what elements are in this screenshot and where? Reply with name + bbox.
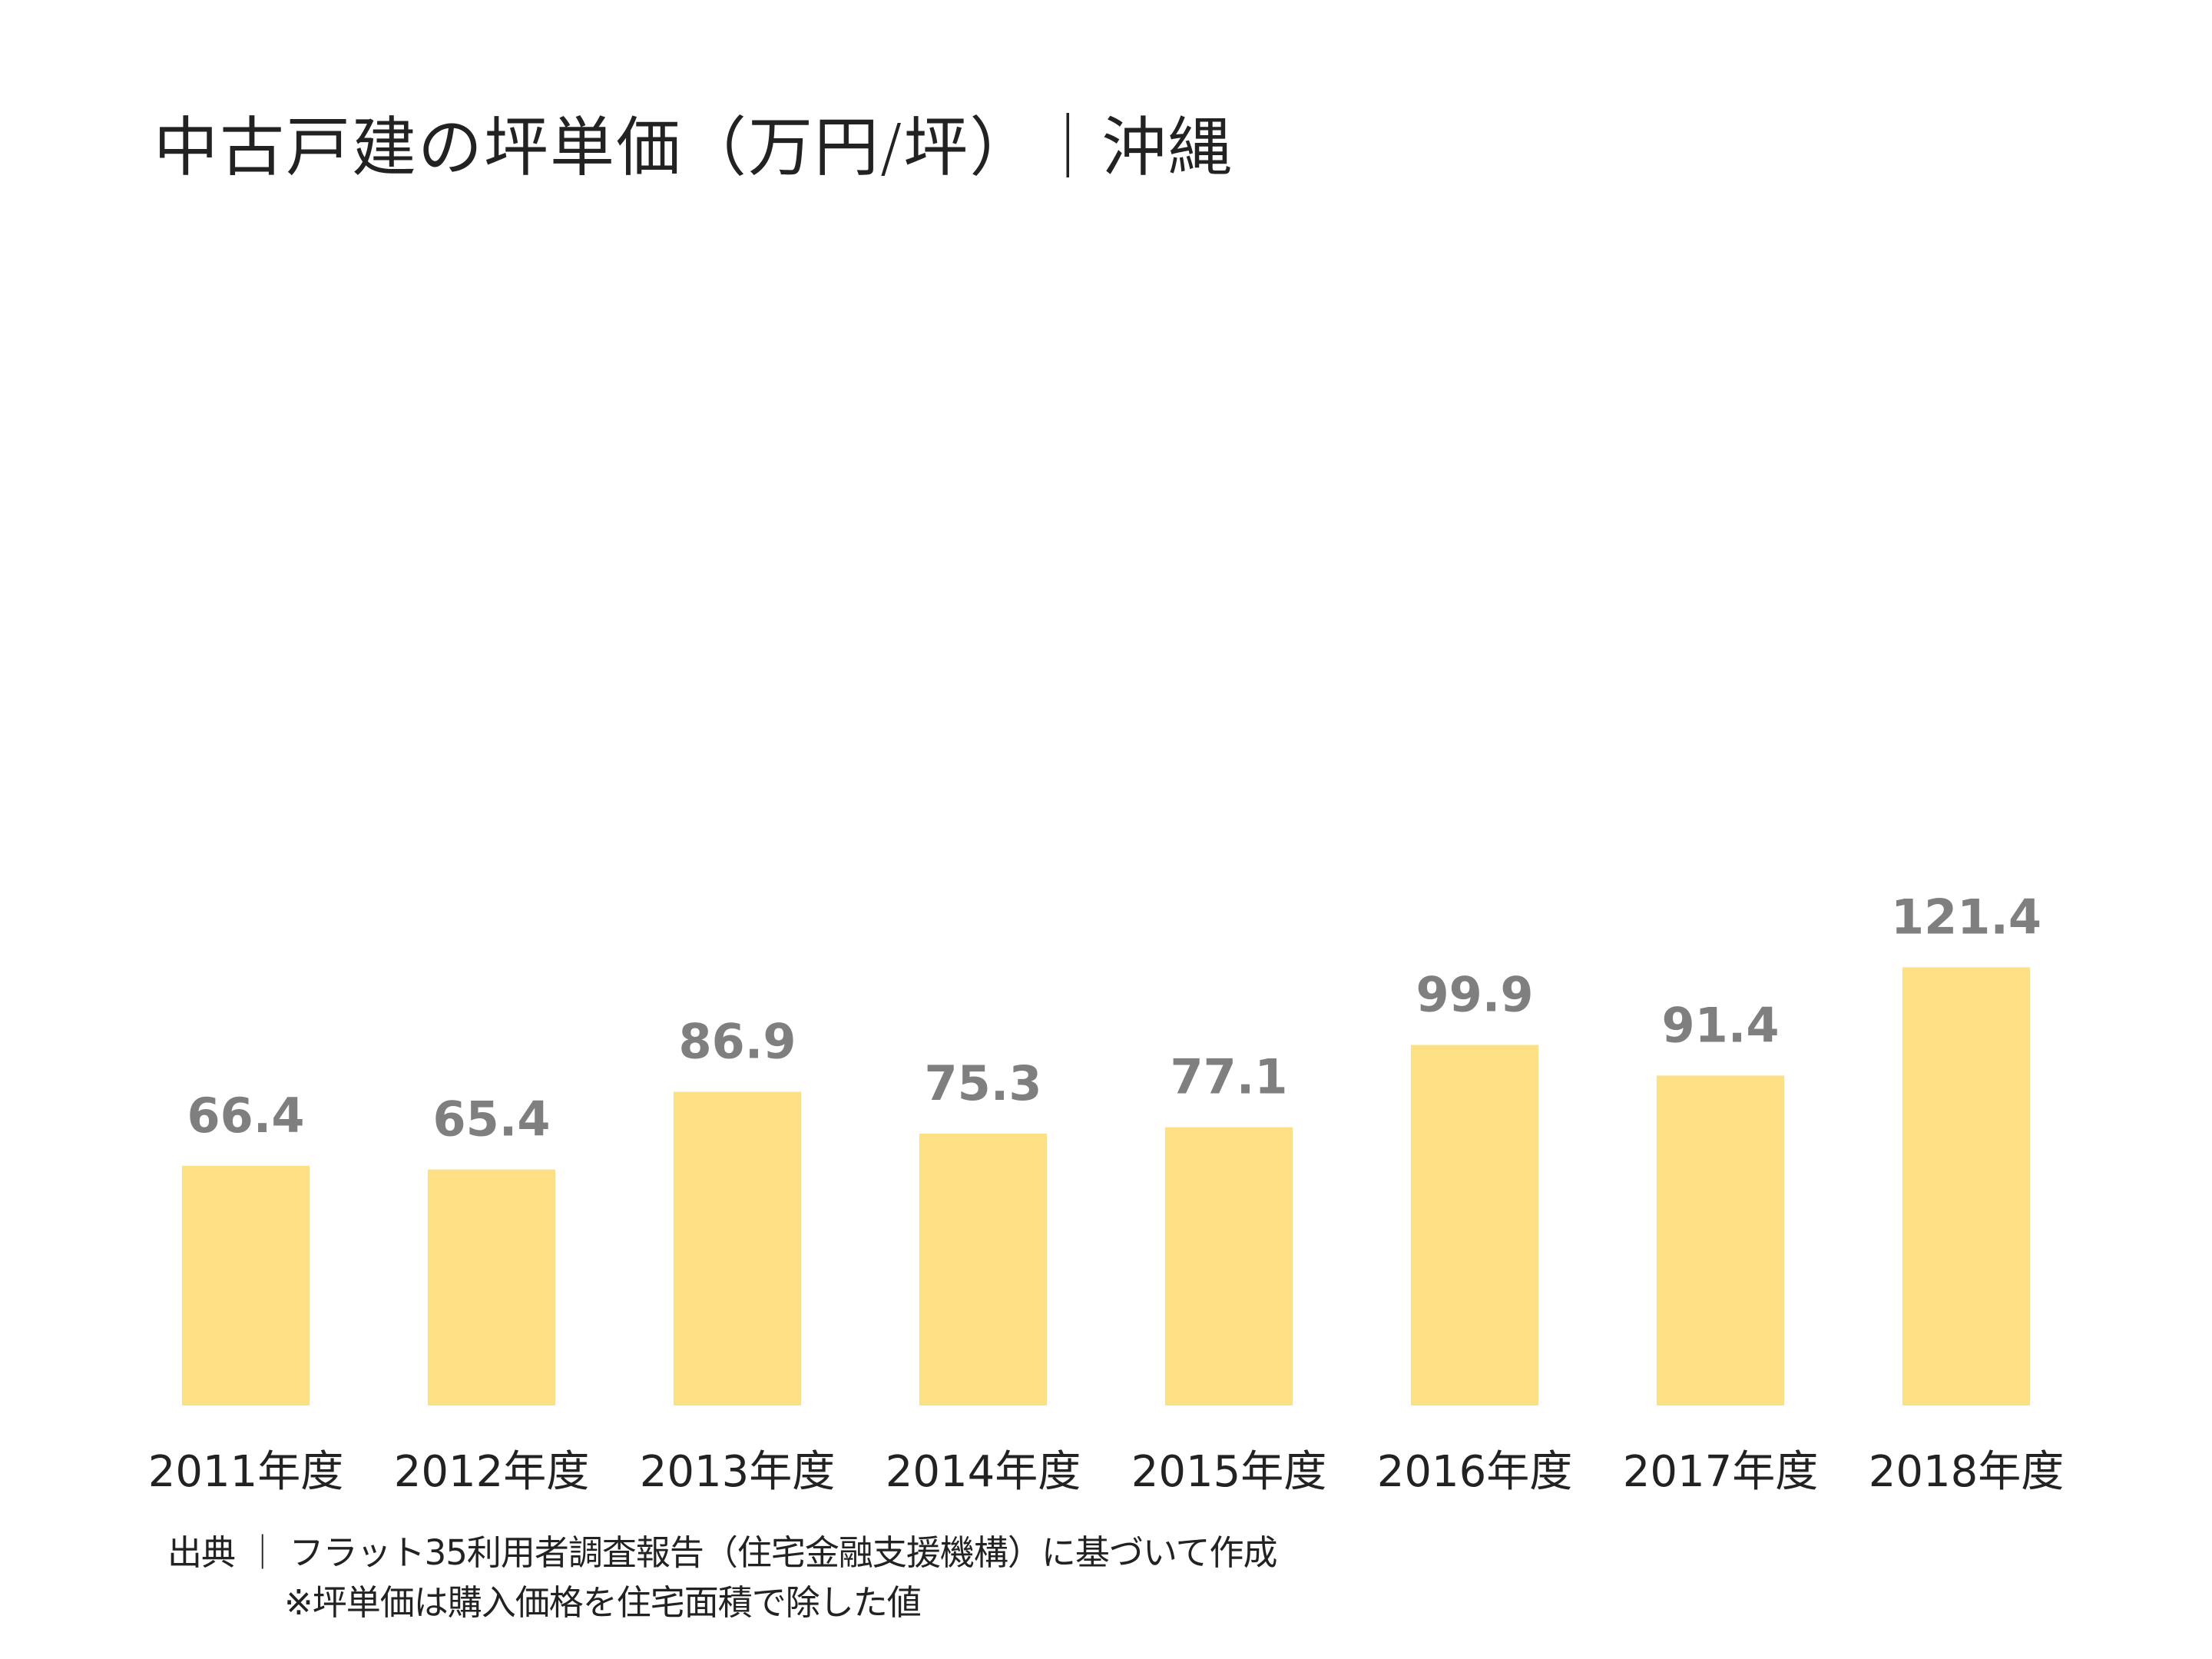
data-label: 75.3 — [925, 1055, 1042, 1111]
x-tick-label: 2011年度 — [148, 1447, 344, 1497]
x-tick-label: 2014年度 — [886, 1447, 1081, 1497]
bar-2018年度 — [1902, 967, 2030, 1406]
chart-title: 中古戸建の坪単価（万円/坪）｜沖縄 — [154, 110, 1234, 185]
bar-2017年度 — [1657, 1075, 1784, 1406]
bar-2014年度 — [919, 1134, 1047, 1406]
bar-2015年度 — [1165, 1127, 1293, 1406]
x-tick-label: 2017年度 — [1623, 1447, 1819, 1497]
x-tick-label: 2018年度 — [1869, 1447, 2065, 1497]
bar-2012年度 — [428, 1169, 555, 1406]
source-note: 出典 ｜ フラット35利用者調査報告（住宅金融支援機構）に基づいて作成 — [167, 1532, 1278, 1573]
bar-2013年度 — [674, 1091, 801, 1406]
x-tick-label: 2012年度 — [394, 1447, 590, 1497]
x-tick-label: 2013年度 — [640, 1447, 836, 1497]
x-tick-label: 2016年度 — [1377, 1447, 1573, 1497]
data-label: 77.1 — [1171, 1049, 1288, 1105]
data-label: 66.4 — [187, 1088, 305, 1144]
data-label: 65.4 — [433, 1091, 551, 1147]
data-label: 91.4 — [1662, 997, 1780, 1053]
bar-2016年度 — [1411, 1045, 1538, 1406]
bar-2011年度 — [182, 1165, 310, 1406]
data-label: 86.9 — [679, 1014, 796, 1070]
x-tick-label: 2015年度 — [1131, 1447, 1327, 1497]
data-label: 99.9 — [1416, 966, 1534, 1022]
footnote: ※坪単価は購入価格を住宅面積で除した値 — [284, 1582, 922, 1623]
data-label: 121.4 — [1891, 889, 2041, 945]
